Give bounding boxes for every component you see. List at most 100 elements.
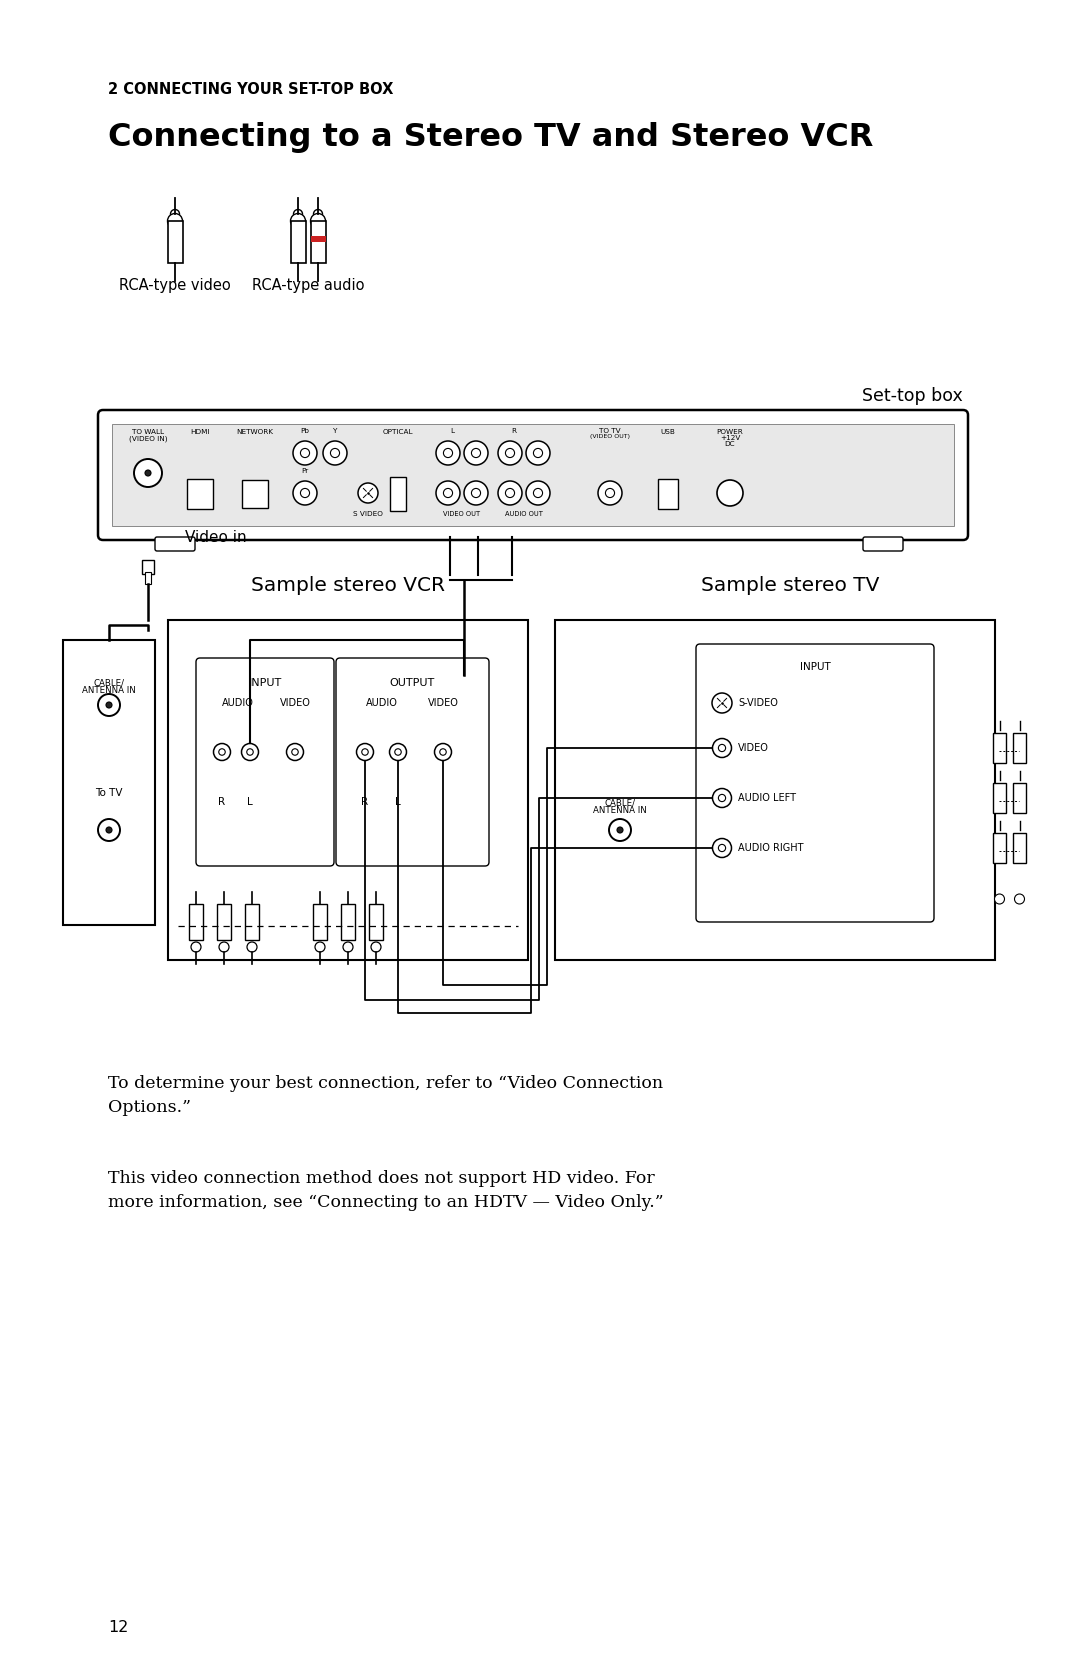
Text: VIDEO: VIDEO bbox=[428, 698, 458, 708]
Text: Pb: Pb bbox=[300, 427, 310, 434]
Text: VIDEO OUT: VIDEO OUT bbox=[444, 511, 481, 517]
Circle shape bbox=[718, 845, 726, 851]
Text: Pr: Pr bbox=[301, 467, 309, 474]
Circle shape bbox=[356, 743, 374, 761]
Circle shape bbox=[300, 489, 310, 497]
Circle shape bbox=[718, 744, 726, 751]
Bar bbox=[242, 481, 268, 507]
Bar bbox=[313, 905, 327, 940]
Text: AUDIO: AUDIO bbox=[366, 698, 397, 708]
Circle shape bbox=[440, 749, 446, 756]
Text: AUDIO OUT: AUDIO OUT bbox=[505, 511, 543, 517]
Circle shape bbox=[464, 481, 488, 506]
Text: DC: DC bbox=[725, 441, 735, 447]
Circle shape bbox=[526, 481, 550, 506]
Text: ANTENNA IN: ANTENNA IN bbox=[593, 806, 647, 814]
Text: Sample stereo VCR: Sample stereo VCR bbox=[251, 576, 445, 596]
Circle shape bbox=[286, 743, 303, 761]
Text: Connecting to a Stereo TV and Stereo VCR: Connecting to a Stereo TV and Stereo VCR bbox=[108, 122, 874, 154]
Circle shape bbox=[395, 749, 402, 756]
Text: INPUT: INPUT bbox=[799, 663, 831, 673]
Circle shape bbox=[505, 489, 514, 497]
Bar bbox=[245, 905, 259, 940]
Circle shape bbox=[214, 743, 230, 761]
Circle shape bbox=[313, 210, 323, 219]
Text: +12V: +12V bbox=[719, 436, 740, 441]
Circle shape bbox=[171, 210, 179, 219]
Circle shape bbox=[498, 441, 522, 466]
Bar bbox=[167, 220, 183, 264]
Text: (VIDEO IN): (VIDEO IN) bbox=[129, 436, 167, 442]
Bar bbox=[187, 479, 213, 509]
Circle shape bbox=[242, 743, 258, 761]
Bar bbox=[993, 733, 1005, 763]
Text: USB: USB bbox=[661, 429, 675, 436]
Text: R: R bbox=[362, 798, 368, 808]
Text: VIDEO: VIDEO bbox=[280, 698, 310, 708]
Circle shape bbox=[167, 214, 183, 229]
Circle shape bbox=[106, 703, 112, 708]
Circle shape bbox=[995, 895, 1004, 905]
Circle shape bbox=[434, 743, 451, 761]
Text: L: L bbox=[247, 798, 253, 808]
Circle shape bbox=[526, 441, 550, 466]
Circle shape bbox=[718, 794, 726, 801]
FancyBboxPatch shape bbox=[195, 658, 334, 866]
Circle shape bbox=[464, 441, 488, 466]
Text: ANTENNA IN: ANTENNA IN bbox=[82, 686, 136, 694]
Circle shape bbox=[713, 738, 731, 758]
Bar bbox=[112, 424, 954, 526]
Circle shape bbox=[98, 694, 120, 716]
Bar bbox=[311, 235, 325, 242]
Text: INPUT: INPUT bbox=[248, 678, 282, 688]
Circle shape bbox=[390, 743, 406, 761]
Circle shape bbox=[247, 941, 257, 951]
Text: (VIDEO OUT): (VIDEO OUT) bbox=[590, 434, 630, 439]
Circle shape bbox=[717, 481, 743, 506]
Bar bbox=[993, 783, 1005, 813]
Bar bbox=[63, 639, 156, 925]
Text: Set-top box: Set-top box bbox=[862, 387, 963, 406]
Circle shape bbox=[713, 838, 731, 858]
Circle shape bbox=[293, 441, 318, 466]
Text: TO WALL: TO WALL bbox=[132, 429, 164, 436]
Text: AUDIO LEFT: AUDIO LEFT bbox=[738, 793, 796, 803]
Circle shape bbox=[98, 819, 120, 841]
Text: R: R bbox=[512, 427, 516, 434]
Text: 12: 12 bbox=[108, 1621, 129, 1636]
Circle shape bbox=[472, 489, 481, 497]
Circle shape bbox=[219, 941, 229, 951]
Text: R: R bbox=[218, 798, 226, 808]
Text: Sample stereo TV: Sample stereo TV bbox=[701, 576, 879, 596]
FancyBboxPatch shape bbox=[863, 537, 903, 551]
Circle shape bbox=[995, 845, 1004, 855]
Circle shape bbox=[1014, 794, 1025, 804]
Circle shape bbox=[617, 828, 623, 833]
Circle shape bbox=[598, 481, 622, 506]
Text: CABLE/: CABLE/ bbox=[94, 678, 124, 688]
Circle shape bbox=[106, 828, 112, 833]
Bar bbox=[291, 220, 306, 264]
Circle shape bbox=[219, 749, 226, 756]
Circle shape bbox=[436, 441, 460, 466]
Circle shape bbox=[191, 941, 201, 951]
Text: RCA-type audio: RCA-type audio bbox=[252, 279, 364, 294]
Text: To determine your best connection, refer to “Video Connection
Options.”: To determine your best connection, refer… bbox=[108, 1075, 663, 1117]
Text: NETWORK: NETWORK bbox=[237, 429, 273, 436]
Circle shape bbox=[498, 481, 522, 506]
Bar bbox=[141, 561, 154, 574]
Circle shape bbox=[362, 749, 368, 756]
Circle shape bbox=[311, 214, 325, 229]
Text: This video connection method does not support HD video. For
more information, se: This video connection method does not su… bbox=[108, 1170, 663, 1212]
Bar bbox=[1013, 833, 1026, 863]
Circle shape bbox=[134, 459, 162, 487]
Bar bbox=[390, 477, 406, 511]
Bar bbox=[189, 905, 203, 940]
Text: AUDIO RIGHT: AUDIO RIGHT bbox=[738, 843, 804, 853]
Text: RCA-type video: RCA-type video bbox=[119, 279, 231, 294]
Circle shape bbox=[505, 449, 514, 457]
Bar bbox=[217, 905, 231, 940]
Circle shape bbox=[294, 210, 302, 219]
Text: AUDIO: AUDIO bbox=[222, 698, 254, 708]
Bar bbox=[658, 479, 678, 509]
